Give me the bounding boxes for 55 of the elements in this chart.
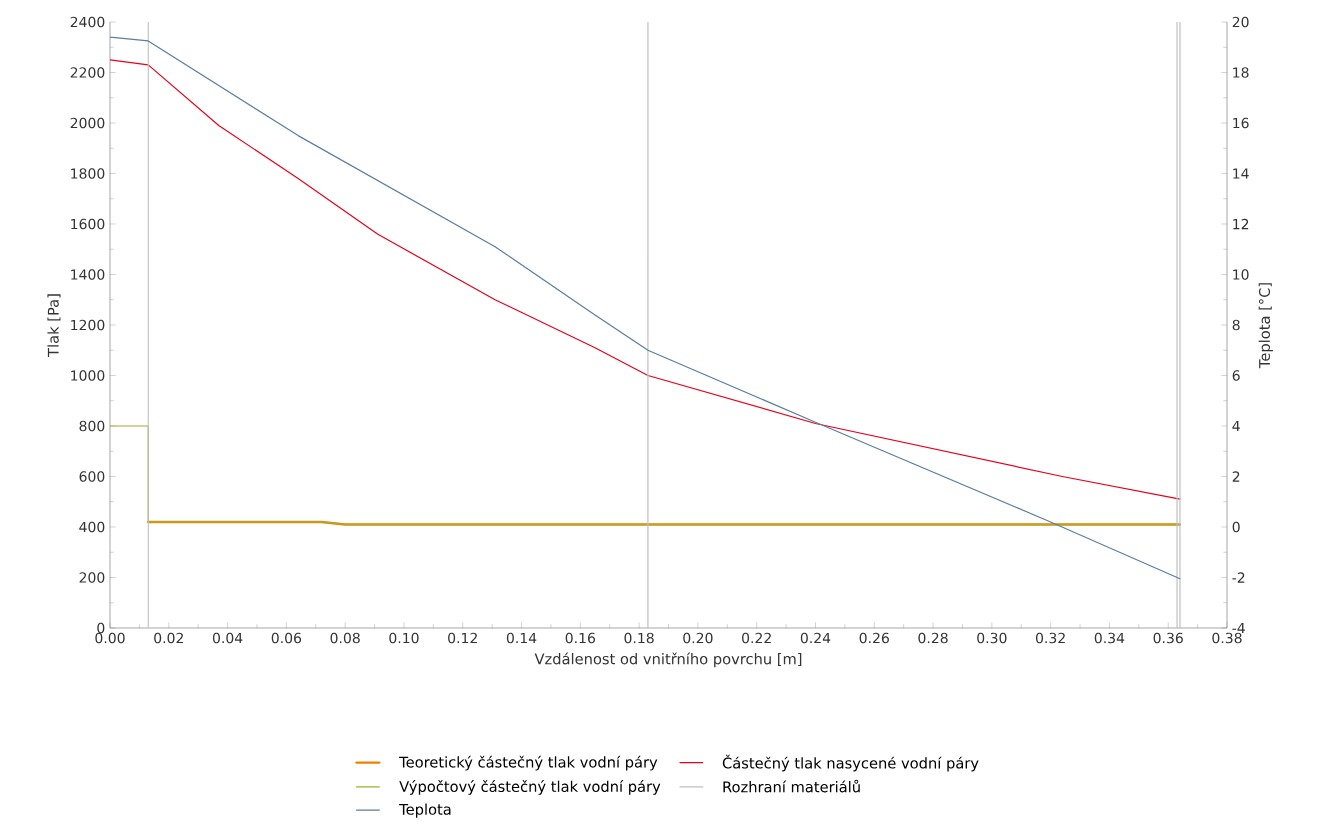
x-tick-label: 0.30 [977,632,1007,644]
x-tick-label: 0.10 [389,632,419,644]
x-tick-label: 0.22 [742,632,771,644]
legend-label: Rozhraní materiálů [723,779,860,793]
legend-label: Výpočtový částečný tlak vodní páry [399,780,661,795]
y2-tick-label: -4 [1232,622,1245,634]
x-tick-label: 0.02 [154,632,183,644]
x-tick-label: 0.14 [506,632,537,644]
x-tick-label: 0.28 [918,632,948,644]
y-tick-label: 0 [97,622,105,634]
x-axis-title: Vzdálenost od vnitřního povrchu [m] [534,652,802,668]
x-tick-label: 0.20 [683,632,713,644]
x-tick-label: 0.24 [800,632,831,644]
y-tick-label: 800 [79,420,105,432]
x-tick-label: 0.36 [1153,632,1183,644]
legend-label: Částečný tlak nasycené vodní páry [722,754,979,772]
x-tick-label: 0.00 [95,632,125,644]
line-series [110,59,1181,500]
x-tick-label: 0.38 [1212,632,1242,644]
y2-tick-label: 16 [1233,117,1249,129]
y2-tick-label: 4 [1232,420,1240,432]
y-tick-label: 2200 [70,67,105,78]
y-tick-label: 1400 [71,269,105,280]
y-tick-label: 2400 [70,16,105,28]
x-tick-label: 0.08 [330,632,360,644]
x-tick-label: 0.12 [448,632,477,644]
x-tick-label: 0.26 [859,632,889,644]
y2-tick-label: 20 [1232,16,1249,28]
y2-tick-label: -2 [1232,572,1245,583]
y2-tick-label: 18 [1233,67,1249,78]
y-axis-title: Tlak [Pa] [47,294,61,357]
x-tick-label: 0.18 [624,632,654,644]
x-tick-label: 0.04 [212,632,243,644]
x-tick-label: 0.06 [271,632,302,644]
legend-label: Teplota [399,803,451,818]
y-tick-label: 400 [79,521,105,533]
y-tick-label: 1000 [71,370,105,381]
y2-tick-label: 14 [1233,168,1249,179]
y-tick-label: 600 [79,471,105,482]
x-tick-label: 0.16 [565,632,596,644]
x-tick-label: 0.32 [1035,632,1065,644]
y2-tick-label: 2 [1232,471,1240,482]
y-tick-label: 1200 [71,319,105,331]
y2-tick-label: 10 [1233,269,1249,280]
y2-tick-label: 0 [1232,521,1240,533]
y-tick-label: 1600 [71,218,105,230]
y-tick-label: 200 [79,572,105,583]
y2-axis-title: Teplota [°C] [1258,283,1273,369]
y-tick-label: 2000 [70,117,105,129]
y-tick-label: 1800 [71,168,105,179]
y2-tick-label: 8 [1232,319,1240,331]
y2-tick-label: 6 [1232,370,1240,381]
legend-label: Teoretický částečný tlak vodní páry [399,755,658,771]
x-tick-label: 0.34 [1094,632,1125,644]
y2-tick-label: 12 [1233,218,1249,230]
